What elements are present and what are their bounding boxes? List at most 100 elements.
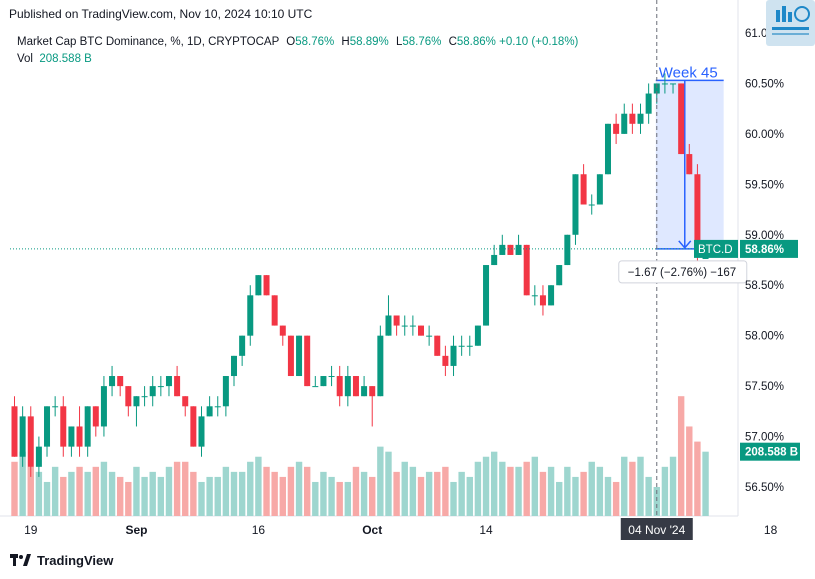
volume-bar — [11, 461, 18, 516]
volume-bar — [556, 481, 563, 516]
candle-body — [287, 335, 294, 377]
volume-bar — [149, 471, 156, 516]
volume-bar — [108, 471, 116, 516]
chart-legend-volume: Vol 208.588 B — [17, 53, 92, 65]
candle-body — [109, 376, 116, 387]
volume-bar — [450, 481, 457, 516]
candle-body — [556, 265, 563, 286]
volume-bar — [490, 451, 498, 516]
volume-bar — [515, 466, 522, 516]
symbol-badge — [694, 239, 738, 258]
candle-body — [621, 113, 628, 134]
candle-body — [336, 376, 343, 397]
volume-bar — [247, 461, 254, 516]
volume-bar — [588, 461, 595, 516]
candle-body — [19, 416, 26, 457]
volume-bar — [320, 471, 327, 516]
legend-high-value: 58.89% — [349, 36, 389, 48]
candle-body — [450, 345, 457, 366]
y-axis-tick-label: 60.00% — [745, 129, 784, 141]
volume-bar — [43, 481, 51, 516]
y-axis-tick-label: 59.00% — [745, 230, 784, 242]
candle-body — [52, 406, 59, 408]
volume-bar — [27, 466, 34, 516]
candle-body — [231, 355, 238, 377]
candle-body — [352, 376, 359, 397]
candle-body — [661, 83, 668, 85]
candle-body — [60, 406, 67, 447]
legend-open-value: 58.76% — [295, 36, 335, 48]
volume-bar — [621, 456, 628, 516]
candle-body — [133, 396, 140, 407]
tradingview-footer[interactable]: TradingView — [10, 553, 113, 568]
volume-bar — [255, 456, 262, 516]
volume-badge-label: 208.588 B — [745, 447, 798, 459]
candle-body — [206, 406, 213, 417]
volume-bar — [482, 456, 490, 516]
volume-bar — [173, 461, 181, 516]
volume-bar — [507, 466, 514, 516]
volume-bar — [35, 471, 43, 516]
current-price-badge — [740, 239, 798, 258]
volume-bar — [458, 471, 465, 516]
volume-bar — [369, 476, 376, 516]
volume-bar — [76, 466, 83, 516]
volume-bar — [238, 471, 246, 516]
candle-body — [27, 416, 34, 467]
volume-bar — [694, 441, 701, 516]
candle-body — [190, 406, 197, 447]
candle-body — [572, 174, 579, 235]
volume-bar — [596, 466, 604, 516]
legend-low-value: 58.76% — [402, 36, 442, 48]
volume-bar — [401, 461, 408, 516]
volume-bar — [653, 487, 660, 516]
volume-bar — [271, 471, 278, 516]
candle-body — [458, 345, 465, 347]
volume-bar — [417, 476, 425, 516]
volume-bar — [686, 426, 693, 516]
volume-bar — [360, 471, 368, 516]
candle-body — [68, 426, 75, 447]
candle-body — [548, 285, 555, 306]
volume-bar — [206, 476, 213, 516]
candle-body — [304, 335, 311, 387]
candle-body — [442, 355, 449, 366]
volume-bar — [312, 481, 319, 516]
measure-label: Week 45 — [659, 64, 718, 81]
volume-bar — [499, 461, 506, 516]
volume-bar — [19, 451, 26, 516]
legend-change: +0.10 (+0.18%) — [499, 36, 579, 48]
candle-body — [149, 386, 156, 397]
volume-bar — [409, 466, 417, 516]
volume-bar — [133, 466, 140, 516]
legend-open-label: O — [286, 36, 296, 48]
x-axis-tick-label: Sep — [125, 523, 147, 537]
candle-body — [564, 234, 571, 266]
candle-body — [426, 335, 433, 337]
candle-body — [588, 204, 595, 206]
candle-body — [44, 406, 51, 447]
candle-body — [165, 376, 172, 387]
volume-bar — [116, 476, 124, 516]
footer-brand: TradingView — [37, 553, 114, 568]
candle-body — [328, 376, 335, 378]
volume-bar — [580, 471, 587, 516]
x-axis-tick-label: 18 — [764, 523, 778, 537]
candle-body — [312, 386, 319, 388]
candle-body — [157, 386, 164, 388]
volume-bar — [669, 456, 677, 516]
candle-body — [84, 406, 91, 447]
volume-bar — [279, 476, 286, 516]
y-axis-tick-label: 56.50% — [745, 482, 784, 494]
candle-body — [117, 376, 124, 387]
candle-body — [385, 315, 392, 336]
candle-body — [247, 295, 254, 336]
measure-stats-box — [618, 260, 748, 284]
candle-body — [182, 396, 189, 407]
candle-body — [653, 83, 660, 94]
volume-bar — [336, 481, 343, 516]
candle-body — [401, 325, 408, 327]
current-price-label: 58.86% — [745, 244, 784, 256]
candle-body — [279, 325, 286, 336]
